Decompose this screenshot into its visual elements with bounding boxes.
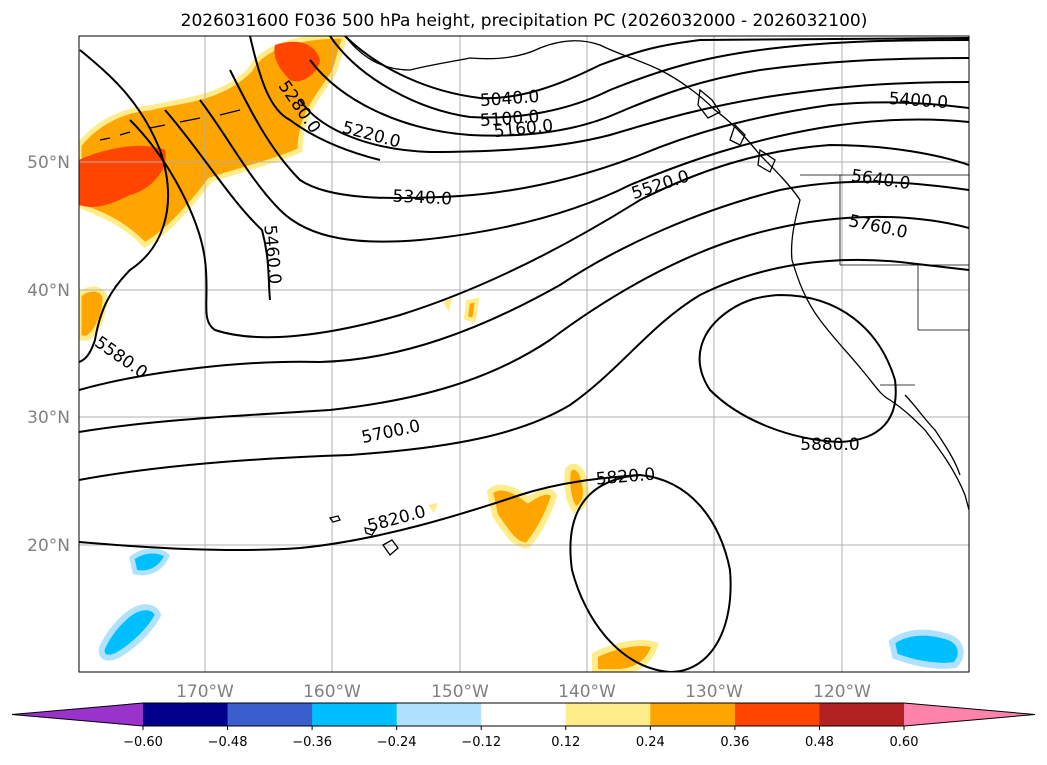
map-frame (78, 35, 970, 673)
contour-5580 (79, 49, 169, 363)
precip-negative-2 (98, 604, 162, 661)
figure-title: 2026031600 F036 500 hPa height, precipit… (181, 11, 868, 31)
precip-region-central (463, 297, 480, 323)
colorbar-segment (565, 703, 651, 726)
contour-5700 (79, 215, 969, 433)
contour-label: 5880.0 (800, 435, 859, 455)
contour-5040 (344, 36, 969, 100)
coastline-bc-islands (697, 88, 776, 173)
colorbar-tick-label: 0.12 (551, 735, 580, 750)
contour-label: 5040.0 (479, 87, 540, 111)
lon-tick-label: 160°W (303, 682, 361, 702)
contour-5760 (79, 258, 969, 481)
lat-tick-label: 20°N (27, 536, 70, 556)
lon-tick-label: 150°W (431, 682, 489, 702)
precip-region-west (79, 286, 108, 341)
colorbar-segment (650, 703, 736, 726)
colorbar-segment (143, 703, 229, 726)
height-contours (79, 36, 969, 672)
colorbar-tick-label: 0.60 (890, 735, 919, 750)
precip-region-core-2 (274, 41, 320, 82)
colorbar-tick-label: 0.36 (720, 735, 749, 750)
colorbar-tick-label: −0.36 (292, 735, 332, 750)
colorbar-segment (734, 703, 820, 726)
lon-tick-label: 140°W (558, 682, 616, 702)
hawaii-islands (328, 515, 399, 556)
colorbar-extend-high (904, 703, 1035, 726)
contour-5160 (309, 57, 969, 137)
gridlines (79, 36, 969, 672)
contour-5640 (79, 180, 969, 391)
precip-region-core (79, 145, 166, 207)
colorbar-segment (396, 703, 482, 726)
precip-negative-3 (888, 629, 964, 669)
colorbar-segment (227, 703, 313, 726)
colorbar-tick-label: 0.48 (805, 735, 834, 750)
colorbar-tick-label: −0.12 (461, 735, 501, 750)
contour-label: 5100.0 (479, 107, 540, 131)
contour-5280 (249, 36, 381, 161)
precip-region-small (428, 503, 438, 513)
colorbar-segment (819, 703, 905, 726)
contour-5400 (199, 99, 969, 243)
colorbar-tick-label: −0.60 (123, 735, 163, 750)
colorbar-extend-low (12, 703, 143, 726)
contour-5460 (164, 109, 271, 301)
contour-5520 (129, 119, 969, 339)
lat-tick-labels: 50°N 40°N 30°N 20°N (27, 153, 70, 556)
colorbar-tick-label: −0.48 (208, 735, 248, 750)
lon-tick-label: 170°W (176, 682, 234, 702)
colorbar-segment (481, 703, 567, 726)
contour-label: 5340.0 (392, 186, 452, 209)
lon-tick-labels: 170°W 160°W 150°W 140°W 130°W 120°W (176, 682, 871, 702)
lat-tick-label: 50°N (27, 153, 70, 173)
precip-region-subtropic (486, 484, 558, 549)
coastline-baja (904, 394, 961, 476)
aleutian-islands (99, 109, 241, 141)
lon-tick-label: 130°W (685, 682, 743, 702)
colorbar: −0.60 −0.48 −0.36 −0.24 −0.12 0.12 0.24 0.36 0.4… (11, 702, 1036, 750)
contour-5100 (329, 36, 969, 119)
colorbar-segment (312, 703, 398, 726)
contour-label: 5400.0 (888, 89, 949, 113)
contour-5220 (299, 81, 969, 154)
contour-5340 (229, 69, 969, 200)
contour-5820 (79, 474, 641, 552)
precip-region-central-2 (442, 298, 452, 312)
political-borders (800, 174, 969, 386)
colorbar-tick-label: −0.24 (377, 735, 417, 750)
lat-tick-label: 40°N (27, 281, 70, 301)
lon-tick-label: 120°W (813, 682, 871, 702)
contour-5880 (698, 294, 897, 444)
contour-5820-south (569, 474, 732, 672)
lat-tick-label: 30°N (27, 408, 70, 428)
precipitation-shading (79, 36, 964, 672)
colorbar-tick-label: 0.24 (636, 735, 665, 750)
precip-region-north-pacific (79, 36, 348, 249)
precip-negative-1 (129, 548, 170, 576)
map-panel: 5040.0 5100.0 5160.0 5220.0 5280.0 5340.… (79, 36, 969, 672)
